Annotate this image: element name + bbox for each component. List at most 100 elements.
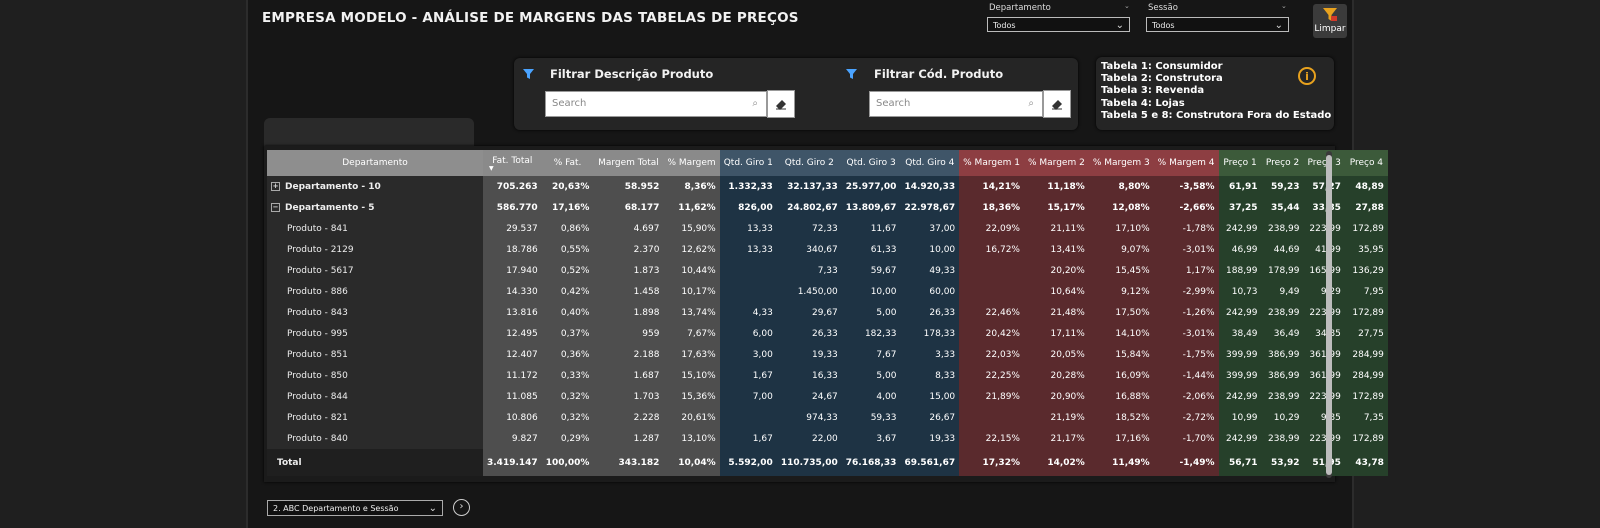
table-cell: 1.898 [593, 302, 664, 323]
table-cell: 60,00 [900, 281, 960, 302]
table-cell: 242,99 [1218, 218, 1262, 239]
table-cell: 18,36% [959, 197, 1024, 218]
slicer-sessao-dropdown[interactable]: Todos ⌄ [1146, 17, 1289, 32]
table-cell: 284,99 [1344, 365, 1388, 386]
slicer-departamento-collapse-icon[interactable]: ⌄ [1124, 2, 1130, 10]
sort-descending-icon: ▼ [489, 164, 494, 172]
table-cell: 182,33 [841, 323, 901, 344]
slicer-departamento-dropdown[interactable]: Todos ⌄ [987, 17, 1130, 32]
column-header[interactable]: Preço 1 [1218, 150, 1262, 176]
table-cell: 223,99 [1303, 218, 1345, 239]
table-cell: 11,18% [1023, 176, 1089, 197]
table-cell: 386,99 [1261, 344, 1304, 365]
table-cell: 959 [593, 323, 664, 344]
table-cell: 32.137,33 [776, 176, 842, 197]
table-cell: 826,00 [719, 197, 777, 218]
table-cell: -1,75% [1153, 344, 1219, 365]
table-cell: 165,99 [1303, 260, 1345, 281]
expand-icon[interactable]: + [271, 181, 280, 191]
column-header[interactable]: % Margem 4 [1153, 150, 1219, 176]
column-header[interactable]: % Margem 3 [1088, 150, 1154, 176]
table-cell: 15,10% [663, 365, 720, 386]
table-cell: 9,12% [1088, 281, 1154, 302]
column-header[interactable]: % Margem [663, 150, 720, 176]
table-cell: 16,09% [1088, 365, 1154, 386]
column-header[interactable]: Qtd. Giro 2 [776, 150, 842, 176]
column-header[interactable]: Qtd. Giro 3 [841, 150, 901, 176]
column-header-label: Qtd. Giro 1 [723, 158, 773, 168]
slicer-sessao-collapse-icon[interactable]: ⌄ [1281, 2, 1287, 10]
table-cell: 59,67 [841, 260, 901, 281]
collapse-icon[interactable]: − [271, 202, 280, 212]
page-navigation-dropdown[interactable]: 2. ABC Departamento e Sessão ⌄ [267, 500, 443, 516]
column-header[interactable]: Qtd. Giro 4 [900, 150, 960, 176]
filter-descricao-label: Filtrar Descrição Produto [550, 67, 714, 81]
table-cell: 172,89 [1344, 218, 1388, 239]
table-cell: 22,03% [959, 344, 1024, 365]
table-cell: 29,67 [776, 302, 842, 323]
column-header[interactable]: Preço 3 [1303, 150, 1345, 176]
row-label: Produto - 995 [267, 323, 483, 344]
table-cell: 49,33 [900, 260, 960, 281]
page-title: EMPRESA MODELO - ANÁLISE DE MARGENS DAS … [262, 10, 799, 26]
column-header[interactable]: Departamento [267, 150, 483, 176]
column-header[interactable]: Preço 2 [1261, 150, 1304, 176]
table-cell: 172,89 [1344, 428, 1388, 449]
eraser-codigo-button[interactable] [1043, 90, 1071, 118]
table-cell: 361,99 [1303, 365, 1345, 386]
table-cell: 26,67 [900, 407, 960, 428]
info-icon[interactable]: i [1298, 67, 1316, 85]
table-cell: 1.873 [593, 260, 664, 281]
table-cell [719, 260, 777, 281]
table-cell: 10,00 [841, 281, 901, 302]
table-cell: 7,00 [719, 386, 777, 407]
column-header[interactable]: Margem Total [593, 150, 664, 176]
total-label: Total [267, 449, 483, 476]
column-header-label: Fat. Total [492, 155, 533, 166]
legend-line: Tabela 3: Revenda [1101, 85, 1205, 96]
clear-filters-button[interactable]: Limpar [1313, 4, 1347, 38]
table-cell: 15,45% [1088, 260, 1154, 281]
column-header[interactable]: Preço 4 [1344, 150, 1388, 176]
column-header-label: Qtd. Giro 3 [846, 158, 896, 168]
table-cell: 284,99 [1344, 344, 1388, 365]
row-label: Produto - 851 [267, 344, 483, 365]
table-cell: 16,88% [1088, 386, 1154, 407]
table-cell: 238,99 [1261, 428, 1304, 449]
search-codigo-input[interactable]: Search ⌕ [869, 91, 1043, 117]
table-cell: 8,33 [900, 365, 960, 386]
table-cell: 7,67% [663, 323, 720, 344]
table-cell: -2,06% [1153, 386, 1219, 407]
column-header[interactable]: Qtd. Giro 1 [719, 150, 777, 176]
table-cell: 1,17% [1153, 260, 1219, 281]
column-header[interactable]: % Margem 1 [959, 150, 1024, 176]
table-cell: 22,25% [959, 365, 1024, 386]
column-header[interactable]: % Margem 2 [1023, 150, 1089, 176]
go-arrow-icon[interactable]: › [453, 499, 470, 516]
search-descricao-input[interactable]: Search ⌕ [545, 91, 767, 117]
table-cell: 20,28% [1023, 365, 1089, 386]
column-header-label: Qtd. Giro 4 [905, 158, 955, 168]
row-label: Produto - 841 [267, 218, 483, 239]
table-cell: 1.703 [593, 386, 664, 407]
legend-line: Tabela 4: Lojas [1101, 98, 1185, 109]
table-scrollbar-thumb[interactable] [1326, 155, 1332, 475]
table-cell: 21,19% [1023, 407, 1089, 428]
column-header-label: % Margem 3 [1092, 158, 1150, 168]
table-cell: 10,17% [663, 281, 720, 302]
table-header-row: Departamento Fat. Total ▼ % Fat. Margem Tota… [267, 150, 1388, 176]
table-cell: 399,99 [1218, 344, 1262, 365]
table-cell: 2.188 [593, 344, 664, 365]
table-cell: 35,95 [1344, 239, 1388, 260]
table-tab [264, 118, 474, 148]
table-cell [959, 281, 1024, 302]
table-cell: 6,00 [719, 323, 777, 344]
table-cell: 14.330 [483, 281, 542, 302]
eraser-descricao-button[interactable] [767, 90, 795, 118]
slicer-sessao-value: Todos [1152, 21, 1175, 30]
column-header[interactable]: Fat. Total ▼ [483, 150, 542, 176]
row-label-text: Produto - 821 [287, 412, 348, 423]
table-cell: 22,46% [959, 302, 1024, 323]
row-label-text: Produto - 840 [287, 433, 348, 444]
column-header[interactable]: % Fat. [541, 150, 594, 176]
